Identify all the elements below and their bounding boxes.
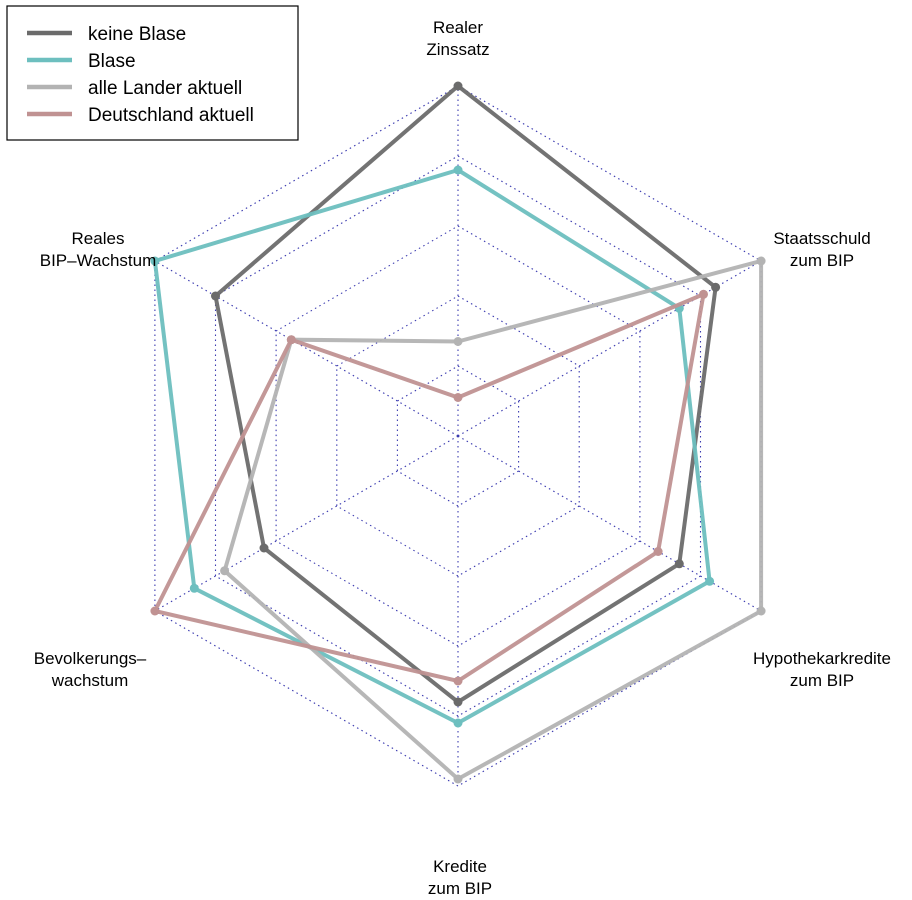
- series-point: [453, 393, 463, 402]
- series-point: [653, 547, 663, 556]
- axis-label-line: Kredite: [433, 857, 487, 876]
- legend-label: keine Blase: [88, 24, 186, 45]
- axis-label-1: Realer Zinssatz: [426, 18, 489, 59]
- series-point: [286, 335, 296, 345]
- series-point: [453, 718, 463, 728]
- axis-label-3: Hypothekarkredite zum BIP: [753, 649, 891, 690]
- series-point: [453, 774, 463, 784]
- legend-label: alle Lander aktuell: [88, 78, 242, 99]
- axis-label-6: Reales BIP–Wachstum: [40, 229, 157, 270]
- axis-label-4: Kredite zum BIP: [428, 857, 492, 898]
- radar-series: [150, 81, 766, 784]
- series-point: [189, 583, 199, 593]
- series-point: [756, 606, 766, 616]
- series-point: [220, 566, 230, 576]
- axis-label-5: Bevolkerungs– wachstum: [34, 649, 147, 690]
- axis-label-line: Bevolkerungs–: [34, 649, 147, 668]
- axis-label-line: Reales: [72, 229, 125, 248]
- series-point: [711, 282, 721, 292]
- series-point: [453, 337, 463, 346]
- series-point: [453, 697, 463, 707]
- axis-label-line: Realer: [433, 18, 483, 37]
- legend-label: Blase: [88, 51, 136, 72]
- grid-spoke-6: [154, 260, 459, 437]
- axis-label-line: zum BIP: [790, 251, 854, 270]
- axis-label-line: Staatsschuld: [773, 229, 870, 248]
- series-point: [699, 289, 708, 299]
- legend: keine Blase Blase alle Lander aktuell Deuts…: [6, 5, 299, 141]
- axis-label-line: BIP–Wachstum: [40, 251, 157, 270]
- axis-label-2: Staatsschuld zum BIP: [773, 229, 870, 270]
- series-point: [211, 291, 220, 301]
- series-4: [150, 289, 708, 686]
- series-point: [756, 256, 766, 266]
- series-2: [150, 165, 715, 728]
- series-point: [150, 256, 160, 266]
- series-point: [453, 165, 463, 175]
- series-point: [705, 576, 715, 586]
- series-point: [674, 559, 684, 569]
- axis-label-line: Hypothekarkredite: [753, 649, 891, 668]
- series-point: [453, 676, 463, 686]
- series-point: [150, 606, 160, 616]
- series-point: [259, 543, 269, 553]
- legend-label: Deutschland aktuell: [88, 105, 254, 126]
- series-line: [151, 291, 707, 684]
- axis-label-line: zum BIP: [790, 671, 854, 690]
- axis-label-line: Zinssatz: [426, 40, 489, 59]
- series-1: [211, 81, 721, 707]
- axis-label-line: wachstum: [51, 671, 129, 690]
- axis-label-line: zum BIP: [428, 879, 492, 898]
- series-point: [453, 81, 463, 91]
- legend-box: [6, 5, 299, 141]
